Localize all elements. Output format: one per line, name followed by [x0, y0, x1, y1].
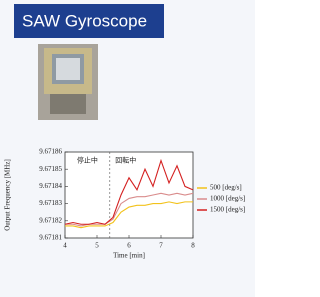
- legend-label: 500 [deg/s]: [210, 184, 242, 192]
- annotation: 停止中: [77, 156, 98, 165]
- y-tick-label: 9.67186: [39, 148, 62, 156]
- x-tick-label: 4: [63, 242, 67, 250]
- y-tick-label: 9.67181: [39, 234, 62, 242]
- device-photo: [38, 44, 98, 120]
- x-tick-label: 5: [95, 242, 99, 250]
- x-tick-label: 6: [127, 242, 131, 250]
- y-tick-label: 9.67185: [39, 165, 62, 173]
- legend-label: 1000 [deg/s]: [210, 195, 245, 203]
- x-axis-label: Time [min]: [113, 252, 145, 260]
- slide: SAW Gyroscope 9.67181 9.67182 9.67183 9.671…: [0, 0, 255, 297]
- page: SAW Gyroscope 9.67181 9.67182 9.67183 9.671…: [0, 0, 320, 297]
- y-tick-label: 9.67182: [39, 216, 62, 224]
- title: SAW Gyroscope: [22, 11, 147, 30]
- annotation: 回転中: [115, 156, 136, 165]
- y-tick-label: 9.67184: [39, 182, 62, 190]
- y-tick-label: 9.67183: [39, 199, 62, 207]
- x-tick-label: 7: [159, 242, 163, 250]
- x-tick-label: 8: [191, 242, 195, 250]
- legend-label: 1500 [deg/s]: [210, 206, 245, 214]
- y-axis-label: Output Frequency [MHz]: [4, 159, 12, 231]
